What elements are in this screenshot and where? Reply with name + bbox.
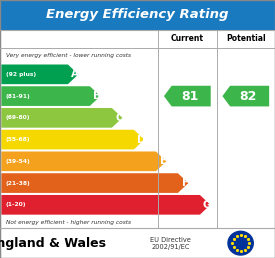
Text: (39-54): (39-54) [6,159,30,164]
Text: F: F [182,178,189,188]
Text: (92 plus): (92 plus) [6,72,36,77]
Polygon shape [1,151,166,171]
Text: EU Directive
2002/91/EC: EU Directive 2002/91/EC [150,237,191,250]
Text: Very energy efficient - lower running costs: Very energy efficient - lower running co… [6,53,131,58]
Polygon shape [1,130,144,149]
Bar [0,30,275,258]
Polygon shape [222,86,269,106]
Text: G: G [203,200,211,210]
Circle shape [228,231,253,255]
Text: (21-38): (21-38) [6,181,30,186]
Polygon shape [1,195,210,215]
Polygon shape [164,86,211,106]
Text: 82: 82 [240,90,257,103]
Text: (1-20): (1-20) [6,202,26,207]
Polygon shape [1,173,188,193]
Polygon shape [1,86,100,106]
Text: 81: 81 [181,90,198,103]
Polygon shape [1,64,78,84]
Polygon shape [1,108,122,128]
Text: England & Wales: England & Wales [0,237,106,250]
Text: A: A [71,69,79,79]
Text: B: B [93,91,101,101]
Text: E: E [160,156,167,166]
Text: D: D [137,135,145,144]
Text: Not energy efficient - higher running costs: Not energy efficient - higher running co… [6,220,131,225]
Text: (81-91): (81-91) [6,94,30,99]
Text: C: C [116,113,123,123]
Text: Energy Efficiency Rating: Energy Efficiency Rating [46,8,229,21]
Bar [0,0,275,30]
Text: (69-80): (69-80) [6,115,30,120]
Text: Current: Current [171,35,204,43]
Text: (55-68): (55-68) [6,137,30,142]
Text: Potential: Potential [226,35,266,43]
